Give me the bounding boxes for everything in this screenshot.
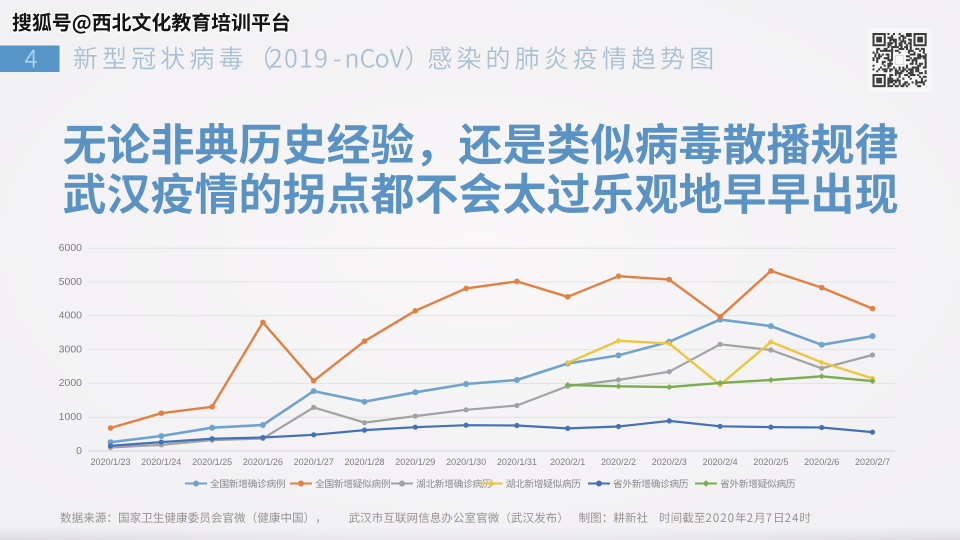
- svg-text:2020/2/7: 2020/2/7: [855, 457, 890, 467]
- svg-text:2020/1/31: 2020/1/31: [497, 457, 537, 467]
- svg-text:1000: 1000: [59, 411, 83, 423]
- svg-text:2020/2/3: 2020/2/3: [652, 457, 687, 467]
- svg-text:2020/2/5: 2020/2/5: [753, 457, 788, 467]
- svg-text:2020/1/25: 2020/1/25: [192, 457, 232, 467]
- svg-text:4000: 4000: [59, 310, 83, 322]
- svg-text:2020/2/4: 2020/2/4: [703, 457, 738, 467]
- svg-text:2020/1/26: 2020/1/26: [243, 457, 283, 467]
- svg-text:2000: 2000: [59, 377, 83, 389]
- svg-text:3000: 3000: [59, 343, 83, 355]
- svg-text:2020/1/27: 2020/1/27: [294, 457, 334, 467]
- svg-text:6000: 6000: [59, 242, 83, 254]
- svg-text:2020/1/24: 2020/1/24: [141, 457, 181, 467]
- svg-text:2020/2/6: 2020/2/6: [804, 457, 839, 467]
- svg-text:2020/1/28: 2020/1/28: [344, 457, 384, 467]
- svg-text:2020/1/30: 2020/1/30: [446, 457, 486, 467]
- svg-text:2020/2/2: 2020/2/2: [601, 457, 636, 467]
- svg-text:2020/1/29: 2020/1/29: [395, 457, 435, 467]
- svg-text:2020/1/23: 2020/1/23: [90, 457, 130, 467]
- svg-text:2020/2/1: 2020/2/1: [550, 457, 585, 467]
- svg-text:0: 0: [76, 445, 82, 457]
- svg-text:5000: 5000: [59, 276, 83, 288]
